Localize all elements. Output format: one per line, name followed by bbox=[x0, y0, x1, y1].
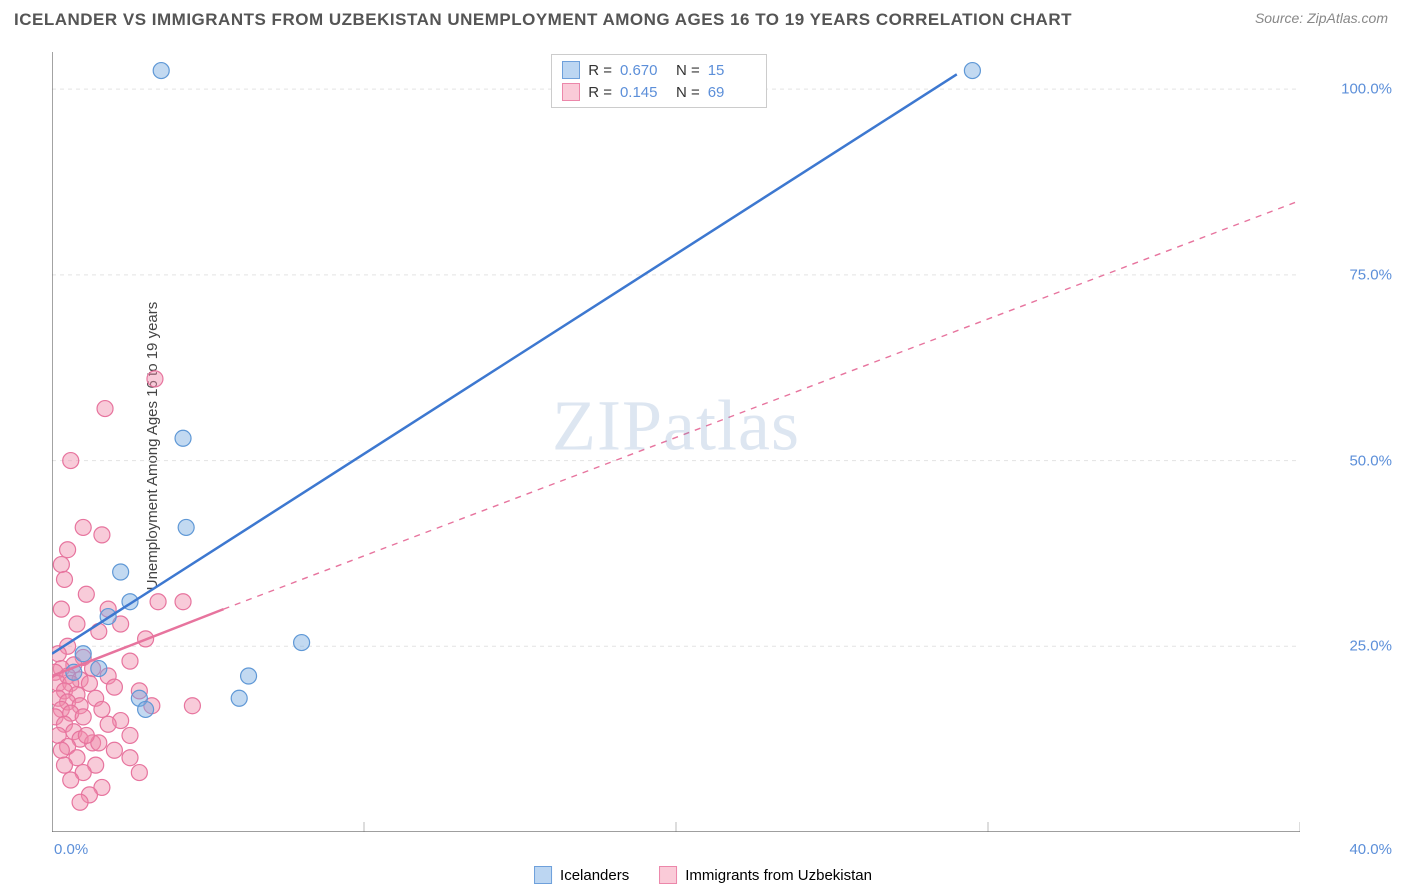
chart-title: ICELANDER VS IMMIGRANTS FROM UZBEKISTAN … bbox=[14, 10, 1072, 30]
legend-r-value: 0.670 bbox=[620, 62, 668, 79]
x-tick-label: 0.0% bbox=[54, 841, 88, 858]
legend-swatch bbox=[562, 83, 580, 101]
y-tick-label: 75.0% bbox=[1349, 266, 1392, 283]
legend-label: Icelanders bbox=[560, 867, 629, 884]
legend-r-label: R = bbox=[588, 84, 612, 101]
legend-correlation: R = 0.670 N = 15 R = 0.145 N = 69 bbox=[551, 54, 767, 108]
chart-svg bbox=[52, 52, 1300, 832]
chart-plot-area: ZIPatlas bbox=[52, 52, 1300, 832]
legend-swatch bbox=[562, 61, 580, 79]
legend-n-label: N = bbox=[676, 62, 700, 79]
legend-swatch bbox=[659, 866, 677, 884]
source-label: Source: ZipAtlas.com bbox=[1255, 10, 1388, 26]
legend-series: Icelanders Immigrants from Uzbekistan bbox=[534, 866, 872, 884]
legend-n-value: 69 bbox=[708, 84, 756, 101]
legend-n-value: 15 bbox=[708, 62, 756, 79]
legend-row: R = 0.145 N = 69 bbox=[562, 81, 756, 103]
legend-row: R = 0.670 N = 15 bbox=[562, 59, 756, 81]
y-tick-label: 25.0% bbox=[1349, 638, 1392, 655]
legend-n-label: N = bbox=[676, 84, 700, 101]
legend-r-label: R = bbox=[588, 62, 612, 79]
legend-label: Immigrants from Uzbekistan bbox=[685, 867, 872, 884]
x-tick-label: 40.0% bbox=[1349, 841, 1392, 858]
legend-r-value: 0.145 bbox=[620, 84, 668, 101]
y-tick-label: 50.0% bbox=[1349, 452, 1392, 469]
y-tick-label: 100.0% bbox=[1341, 81, 1392, 98]
legend-item: Immigrants from Uzbekistan bbox=[659, 866, 872, 884]
legend-item: Icelanders bbox=[534, 866, 629, 884]
legend-swatch bbox=[534, 866, 552, 884]
